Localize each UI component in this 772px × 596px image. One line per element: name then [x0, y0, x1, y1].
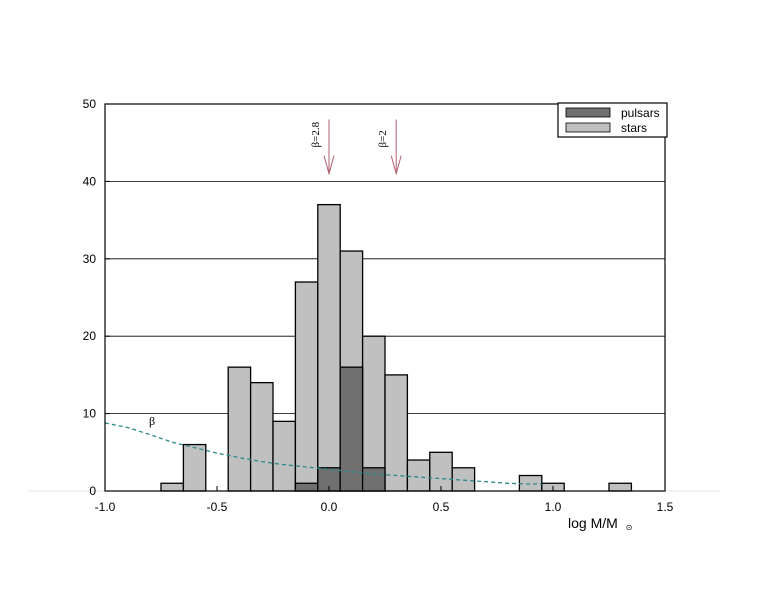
y-tick-label-1: 10 — [83, 407, 97, 421]
beta-curve-label: β — [149, 414, 155, 428]
x-axis-label-main: log M/M — [568, 515, 618, 531]
stars-bar-4 — [272, 420, 297, 492]
x-tick-label-0: -1.0 — [95, 500, 116, 514]
x-axis-label: log M/M ⊙ — [568, 515, 632, 532]
stars-bar-2 — [227, 366, 252, 492]
annotations: β=2.8 β=2 — [310, 119, 402, 176]
x-tick-label-5: 1.5 — [657, 500, 674, 514]
annotation-arrow-head-0 — [323, 155, 335, 176]
x-axis-label-sun-symbol: ⊙ — [626, 523, 633, 532]
legend-label-stars: stars — [621, 121, 647, 135]
stars-bar-9 — [384, 374, 409, 492]
y-tick-label-3: 30 — [83, 252, 97, 266]
y-tick-label-2: 20 — [83, 329, 97, 343]
annotation-label-1: β=2 — [377, 130, 389, 147]
stars-bar-1 — [182, 443, 207, 492]
stars-bar-15 — [608, 482, 633, 492]
pulsars-bars — [294, 366, 386, 492]
x-tick-label-4: 1.0 — [545, 500, 562, 514]
x-tick-label-2: 0.0 — [321, 500, 338, 514]
x-axis-ticks: -1.0 -0.5 0.0 0.5 1.0 1.5 — [95, 486, 674, 514]
legend-swatch-stars — [565, 122, 611, 133]
y-tick-label-0: 0 — [89, 484, 96, 498]
y-tick-label-4: 40 — [83, 174, 97, 188]
annotation-arrow-head-1 — [390, 155, 402, 176]
stars-bar-0 — [160, 482, 185, 492]
x-tick-label-1: -0.5 — [207, 500, 228, 514]
legend: pulsars stars — [557, 102, 668, 138]
legend-swatch-pulsars — [565, 107, 611, 118]
beta-curve — [104, 422, 542, 485]
stars-bar-10 — [406, 459, 431, 492]
pulsars-bar-5 — [294, 482, 319, 492]
y-axis-ticks: 0 10 20 30 40 50 — [83, 97, 110, 498]
stars-bar-11 — [429, 451, 453, 492]
x-tick-label-3: 0.5 — [433, 500, 450, 514]
stars-bar-5 — [294, 281, 319, 492]
legend-label-pulsars: pulsars — [621, 106, 660, 120]
pulsars-bar-8 — [361, 467, 386, 492]
annotation-label-0: β=2.8 — [310, 121, 322, 147]
stars-bar-6 — [317, 203, 341, 492]
stars-bar-12 — [451, 467, 476, 492]
stars-bar-3 — [249, 381, 274, 492]
y-tick-label-5: 50 — [83, 97, 97, 111]
stars-bars — [160, 203, 633, 492]
plot-frame — [104, 103, 666, 492]
